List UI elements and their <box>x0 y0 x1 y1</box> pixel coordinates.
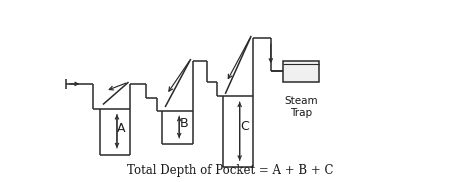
Text: Steam
Trap: Steam Trap <box>284 96 318 118</box>
Text: C: C <box>240 120 249 133</box>
Text: Total Depth of Pocket = A + B + C: Total Depth of Pocket = A + B + C <box>127 164 333 177</box>
Bar <box>283 61 319 82</box>
Text: B: B <box>180 117 188 130</box>
Text: A: A <box>118 122 126 135</box>
